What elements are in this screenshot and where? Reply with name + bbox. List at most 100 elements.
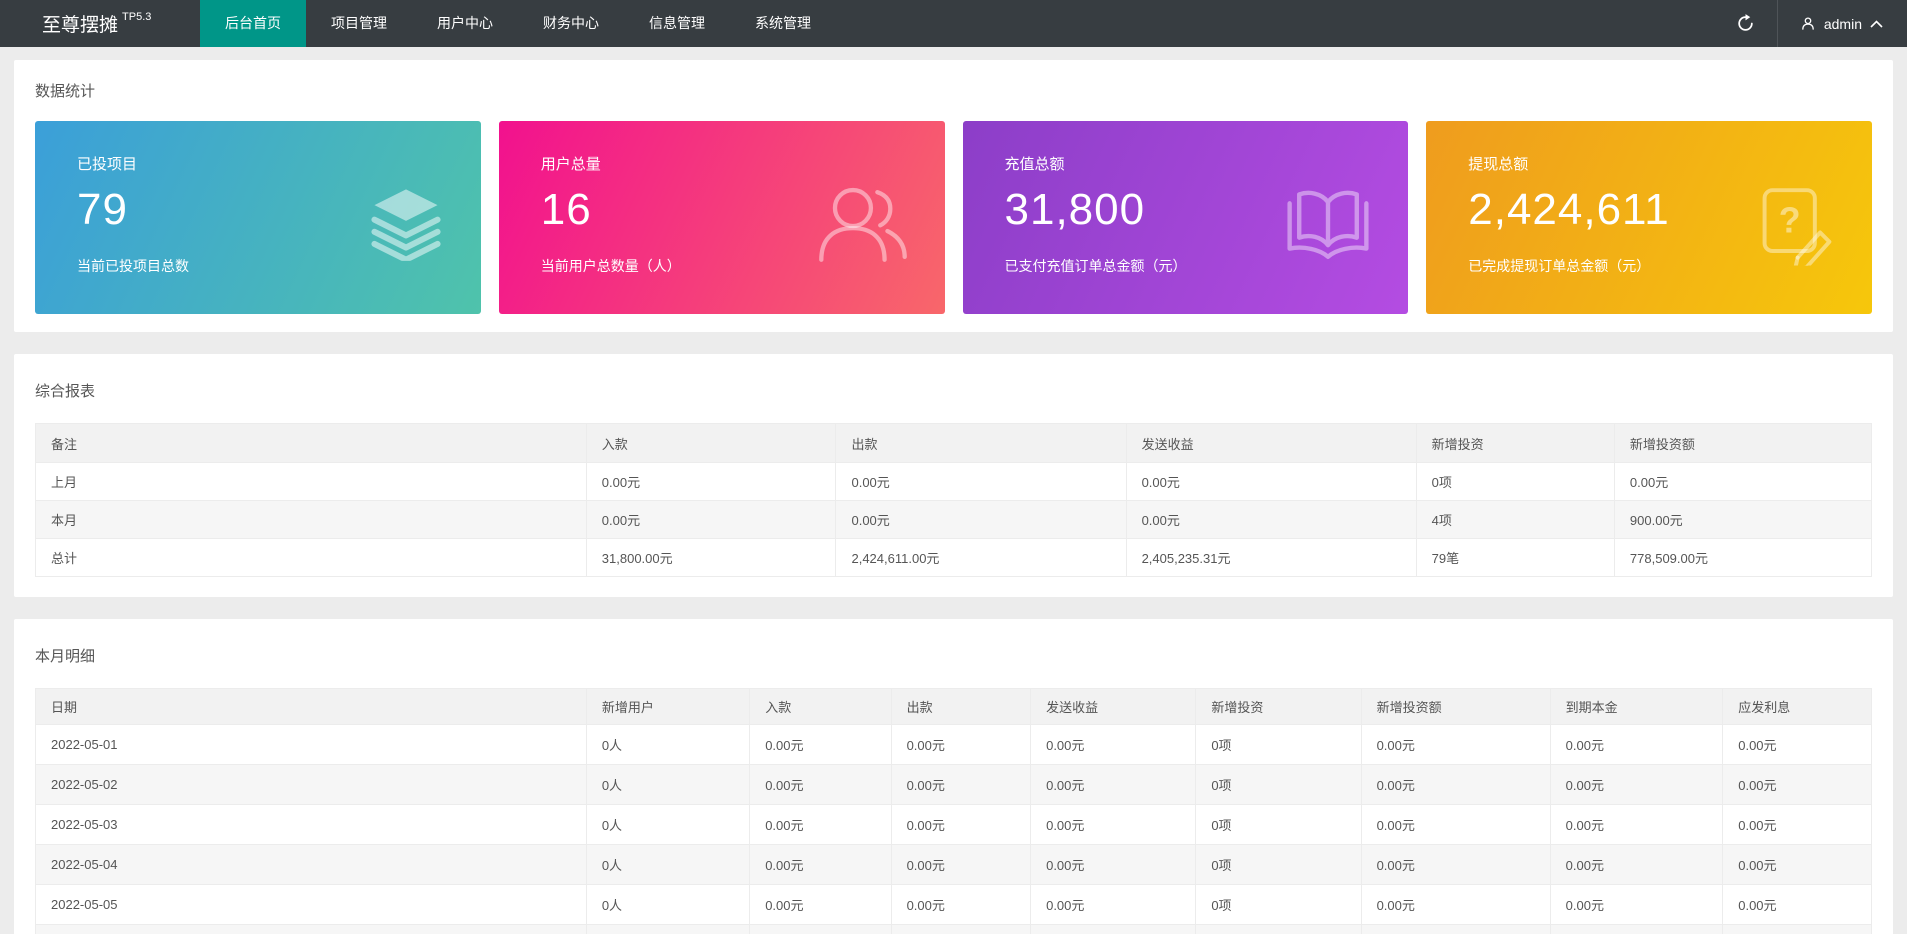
table-row: 上月 0.00元 0.00元 0.00元 0项 0.00元	[35, 462, 1873, 501]
table-cell: 上月	[35, 462, 587, 501]
table-cell: 900.00元	[1613, 500, 1873, 539]
table-cell: 2022-05-04	[35, 844, 587, 885]
card-caption: 已完成提现订单总金额（元）	[1468, 258, 1651, 274]
column-header: 新增投资	[1195, 688, 1362, 725]
table-cell: 0项	[1195, 924, 1362, 934]
nav-item-info[interactable]: 信息管理	[649, 15, 705, 31]
table-cell: 0.00元	[1360, 884, 1551, 925]
card-caption: 已支付充值订单总金额（元）	[1004, 258, 1187, 274]
open-book-icon	[1284, 186, 1372, 260]
table-cell: 0.00元	[749, 884, 892, 925]
nav-item-system[interactable]: 系统管理	[755, 15, 811, 31]
table-cell: 0.00元	[1722, 804, 1872, 845]
table-row: 2022-05-02 0人 0.00元 0.00元 0.00元 0项 0.00元 0.00元 0…	[35, 764, 1872, 805]
column-header: 新增投资	[1415, 423, 1615, 463]
table-cell: 0人	[585, 924, 751, 934]
column-header: 出款	[835, 423, 1127, 463]
table-cell: 0.00元	[1125, 500, 1417, 539]
column-header: 出款	[890, 688, 1032, 725]
card-caption: 当前用户总数量（人）	[540, 258, 681, 274]
table-cell: 0.00元	[1722, 884, 1872, 925]
table-cell: 0.00元	[1360, 764, 1551, 805]
table-cell: 0.00元	[1030, 924, 1197, 934]
table-cell: 0.00元	[749, 924, 892, 934]
refresh-icon	[1736, 14, 1755, 33]
table-cell: 0.00元	[1030, 844, 1197, 885]
table-cell: 0.00元	[1722, 924, 1872, 934]
table-cell: 79笔	[1415, 538, 1615, 577]
column-header: 新增投资额	[1360, 688, 1551, 725]
table-cell: 0.00元	[1549, 844, 1724, 885]
column-header: 新增用户	[585, 688, 751, 725]
table-cell: 0.00元	[890, 924, 1032, 934]
table-row: 2022-05-05 0人 0.00元 0.00元 0.00元 0项 0.00元 0.00元 0…	[35, 884, 1872, 925]
card-title: 充值总额	[1004, 156, 1065, 173]
brand-name: 至尊摆摊	[42, 15, 119, 36]
table-cell: 0.00元	[1030, 804, 1197, 845]
card-title: 已投项目	[77, 156, 138, 173]
table-cell: 0.00元	[1030, 884, 1197, 925]
card-value: 16	[540, 185, 592, 234]
column-header: 发送收益	[1125, 423, 1417, 463]
nav-item-home[interactable]: 后台首页	[200, 0, 306, 47]
column-header: 发送收益	[1030, 688, 1197, 725]
stat-card-total-users: 用户总量 16 当前用户总数量（人）	[498, 121, 945, 314]
table-cell: 0.00元	[890, 884, 1032, 925]
table-cell: 0.00元	[1030, 764, 1197, 805]
table-cell: 0.00元	[890, 804, 1032, 845]
table-row: 2022-05-03 0人 0.00元 0.00元 0.00元 0项 0.00元 0.00元 0…	[35, 804, 1872, 845]
user-icon	[1800, 16, 1816, 32]
table-cell: 0.00元	[890, 724, 1032, 765]
nav-menu: 后台首页 项目管理 用户中心 财务中心 信息管理 系统管理	[200, 0, 836, 47]
table-cell: 0项	[1195, 724, 1362, 765]
nav-item-projects[interactable]: 项目管理	[331, 15, 387, 31]
table-cell: 本月	[35, 500, 587, 539]
column-header: 新增投资额	[1613, 423, 1873, 463]
table-row: 2022-05-04 0人 0.00元 0.00元 0.00元 0项 0.00元 0.00元 0…	[35, 844, 1872, 885]
navbar-right: admin	[1715, 0, 1907, 47]
card-value: 31,800	[1004, 185, 1146, 234]
table-cell: 4项	[1415, 500, 1615, 539]
table-cell: 778,509.00元	[1613, 538, 1873, 577]
table-cell: 0.00元	[1613, 462, 1873, 501]
table-cell: 2022-05-06	[35, 924, 587, 934]
table-cell: 0.00元	[1030, 724, 1197, 765]
username: admin	[1823, 15, 1862, 32]
table-cell: 2022-05-03	[35, 804, 587, 845]
table-cell: 0.00元	[1125, 462, 1417, 501]
table-cell: 0.00元	[1360, 844, 1551, 885]
table-row: 本月 0.00元 0.00元 0.00元 4项 900.00元	[35, 500, 1873, 539]
table-cell: 2022-05-01	[35, 724, 587, 765]
column-header: 入款	[749, 688, 892, 725]
table-cell: 0.00元	[749, 764, 892, 805]
table-cell: 0.00元	[1722, 764, 1872, 805]
table-row: 总计 31,800.00元 2,424,611.00元 2,405,235.31元 79…	[35, 538, 1873, 577]
table-cell: 0.00元	[585, 462, 837, 501]
table-cell: 2022-05-02	[35, 764, 587, 805]
table-cell: 0.00元	[1722, 724, 1872, 765]
user-menu[interactable]: admin	[1776, 0, 1907, 47]
nav-item-finance[interactable]: 财务中心	[543, 15, 599, 31]
card-caption: 当前已投项目总数	[77, 258, 189, 274]
refresh-button[interactable]	[1715, 0, 1777, 47]
table-cell: 0项	[1195, 884, 1362, 925]
table-cell: 2,405,235.31元	[1125, 538, 1417, 577]
column-header: 入款	[585, 423, 837, 463]
card-title: 提现总额	[1468, 156, 1529, 173]
table-cell: 0人	[585, 724, 751, 765]
table-cell: 0人	[585, 804, 751, 845]
table-cell: 0.00元	[1722, 844, 1872, 885]
top-navbar: 至尊摆摊 TP5.3 后台首页 项目管理 用户中心 财务中心 信息管理 系统管理	[0, 0, 1907, 47]
table-cell: 0人	[585, 844, 751, 885]
stat-card-total-recharge: 充值总额 31,800 已支付充值订单总金额（元）	[962, 121, 1409, 314]
column-header: 备注	[35, 423, 587, 463]
brand-version: TP5.3	[122, 10, 152, 23]
table-cell: 0项	[1195, 764, 1362, 805]
nav-item-users[interactable]: 用户中心	[437, 15, 493, 31]
table-cell: 0人	[585, 764, 751, 805]
report-table: 备注 入款 出款 发送收益 新增投资 新增投资额 上月 0.00元 0.00元 0.00元 0项 0.…	[35, 423, 1873, 577]
card-value: 79	[77, 185, 128, 234]
layers-icon	[367, 186, 445, 263]
table-cell: 0项	[1195, 804, 1362, 845]
table-row: 2022-05-060人0.00元0.00元0.00元0项0.00元0.00元0…	[35, 924, 1872, 934]
